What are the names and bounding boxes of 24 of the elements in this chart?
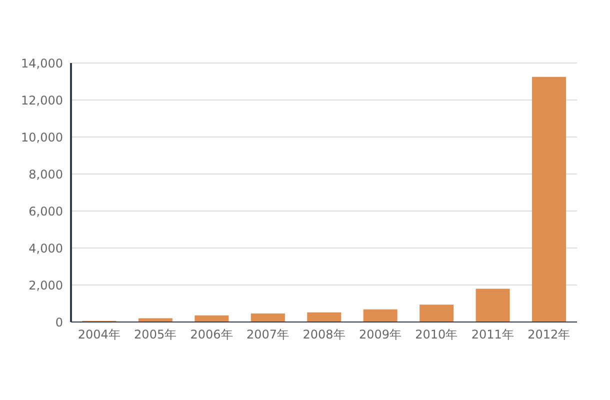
bar [363, 309, 398, 322]
bar [194, 315, 229, 322]
y-tick-label: 10,000 [21, 130, 63, 144]
bar [532, 76, 566, 322]
x-tick-label: 2010年 [415, 328, 458, 342]
x-tick-label: 2009年 [358, 328, 402, 342]
bar [307, 312, 342, 322]
x-tick-label: 2005年 [134, 328, 177, 342]
y-tick-label: 2,000 [28, 278, 63, 292]
y-tick-label: 0 [55, 315, 63, 330]
x-tick-label: 2004年 [78, 328, 120, 342]
x-tick-label: 2006年 [190, 328, 233, 342]
y-tick-label: 6,000 [28, 204, 63, 218]
y-tick-label: 4,000 [28, 241, 63, 256]
bar [420, 304, 454, 322]
x-tick-label: 2007年 [246, 328, 290, 342]
bar [476, 288, 510, 322]
y-tick-label: 12,000 [21, 93, 63, 108]
x-tick-label: 2011年 [471, 328, 514, 342]
x-tick-label: 2012年 [528, 328, 570, 342]
y-tick-label: 8,000 [28, 167, 63, 182]
y-tick-label: 14,000 [21, 56, 63, 70]
x-tick-label: 2008年 [302, 328, 346, 342]
bar [250, 313, 285, 322]
